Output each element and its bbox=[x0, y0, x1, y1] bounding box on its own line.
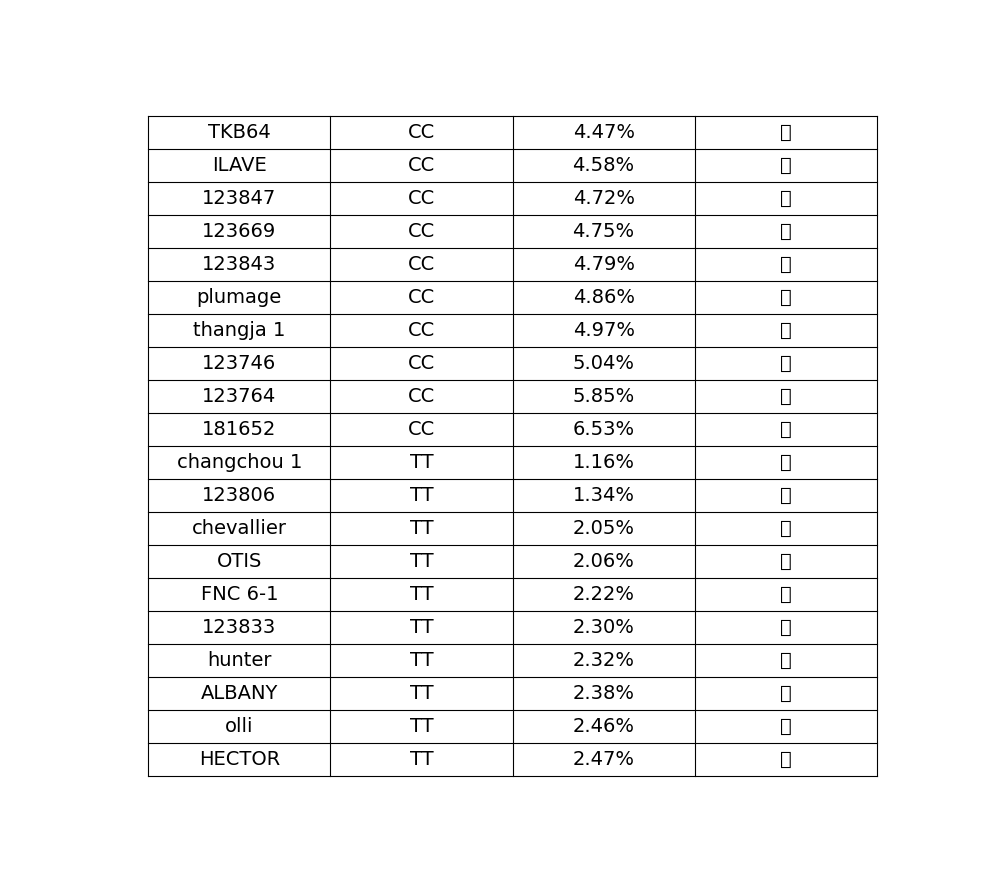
Text: TT: TT bbox=[410, 453, 433, 472]
Text: 2.30%: 2.30% bbox=[573, 618, 635, 637]
Text: 高: 高 bbox=[780, 354, 792, 373]
Text: 高: 高 bbox=[780, 321, 792, 340]
Text: CC: CC bbox=[408, 189, 435, 208]
Text: hunter: hunter bbox=[207, 651, 272, 670]
Text: ILAVE: ILAVE bbox=[212, 156, 267, 175]
Text: 123847: 123847 bbox=[202, 189, 276, 208]
Text: CC: CC bbox=[408, 354, 435, 373]
Text: CC: CC bbox=[408, 387, 435, 406]
Text: CC: CC bbox=[408, 420, 435, 439]
Text: 低: 低 bbox=[780, 618, 792, 637]
Text: chevallier: chevallier bbox=[192, 519, 287, 538]
Text: 低: 低 bbox=[780, 453, 792, 472]
Text: 4.72%: 4.72% bbox=[573, 189, 635, 208]
Text: 低: 低 bbox=[780, 717, 792, 736]
Text: TT: TT bbox=[410, 717, 433, 736]
Text: 4.97%: 4.97% bbox=[573, 321, 635, 340]
Text: 低: 低 bbox=[780, 585, 792, 604]
Text: 181652: 181652 bbox=[202, 420, 276, 439]
Text: FNC 6-1: FNC 6-1 bbox=[201, 585, 278, 604]
Text: TKB64: TKB64 bbox=[208, 123, 271, 142]
Text: 低: 低 bbox=[780, 552, 792, 570]
Text: 1.34%: 1.34% bbox=[573, 486, 635, 505]
Text: 低: 低 bbox=[780, 486, 792, 505]
Text: 高: 高 bbox=[780, 222, 792, 241]
Text: 4.75%: 4.75% bbox=[572, 222, 635, 241]
Text: HECTOR: HECTOR bbox=[199, 750, 280, 769]
Text: TT: TT bbox=[410, 618, 433, 637]
Text: 高: 高 bbox=[780, 288, 792, 307]
Text: 4.86%: 4.86% bbox=[573, 288, 635, 307]
Text: 2.32%: 2.32% bbox=[573, 651, 635, 670]
Text: TT: TT bbox=[410, 486, 433, 505]
Text: plumage: plumage bbox=[197, 288, 282, 307]
Text: 4.58%: 4.58% bbox=[572, 156, 635, 175]
Text: 2.38%: 2.38% bbox=[573, 683, 635, 703]
Text: 高: 高 bbox=[780, 123, 792, 142]
Text: ALBANY: ALBANY bbox=[201, 683, 278, 703]
Text: 高: 高 bbox=[780, 387, 792, 406]
Text: CC: CC bbox=[408, 222, 435, 241]
Text: 低: 低 bbox=[780, 651, 792, 670]
Text: CC: CC bbox=[408, 123, 435, 142]
Text: TT: TT bbox=[410, 750, 433, 769]
Text: 2.05%: 2.05% bbox=[573, 519, 635, 538]
Text: CC: CC bbox=[408, 255, 435, 274]
Text: 2.06%: 2.06% bbox=[573, 552, 635, 570]
Text: 123843: 123843 bbox=[202, 255, 276, 274]
Text: CC: CC bbox=[408, 156, 435, 175]
Text: 低: 低 bbox=[780, 519, 792, 538]
Text: OTIS: OTIS bbox=[217, 552, 262, 570]
Text: TT: TT bbox=[410, 651, 433, 670]
Text: 2.46%: 2.46% bbox=[573, 717, 635, 736]
Text: 6.53%: 6.53% bbox=[572, 420, 635, 439]
Text: thangja 1: thangja 1 bbox=[193, 321, 286, 340]
Text: 123833: 123833 bbox=[202, 618, 276, 637]
Text: TT: TT bbox=[410, 585, 433, 604]
Text: 低: 低 bbox=[780, 750, 792, 769]
Text: olli: olli bbox=[225, 717, 254, 736]
Text: 4.79%: 4.79% bbox=[573, 255, 635, 274]
Text: TT: TT bbox=[410, 683, 433, 703]
Text: 123669: 123669 bbox=[202, 222, 276, 241]
Text: CC: CC bbox=[408, 288, 435, 307]
Text: CC: CC bbox=[408, 321, 435, 340]
Text: 5.04%: 5.04% bbox=[573, 354, 635, 373]
Text: 2.22%: 2.22% bbox=[573, 585, 635, 604]
Text: 低: 低 bbox=[780, 683, 792, 703]
Text: 1.16%: 1.16% bbox=[573, 453, 635, 472]
Text: 高: 高 bbox=[780, 156, 792, 175]
Text: TT: TT bbox=[410, 552, 433, 570]
Text: 123746: 123746 bbox=[202, 354, 276, 373]
Text: 高: 高 bbox=[780, 189, 792, 208]
Text: changchou 1: changchou 1 bbox=[177, 453, 302, 472]
Text: 5.85%: 5.85% bbox=[572, 387, 635, 406]
Text: 4.47%: 4.47% bbox=[573, 123, 635, 142]
Text: 高: 高 bbox=[780, 420, 792, 439]
Text: 123764: 123764 bbox=[202, 387, 276, 406]
Text: TT: TT bbox=[410, 519, 433, 538]
Text: 123806: 123806 bbox=[202, 486, 276, 505]
Text: 2.47%: 2.47% bbox=[573, 750, 635, 769]
Text: 高: 高 bbox=[780, 255, 792, 274]
